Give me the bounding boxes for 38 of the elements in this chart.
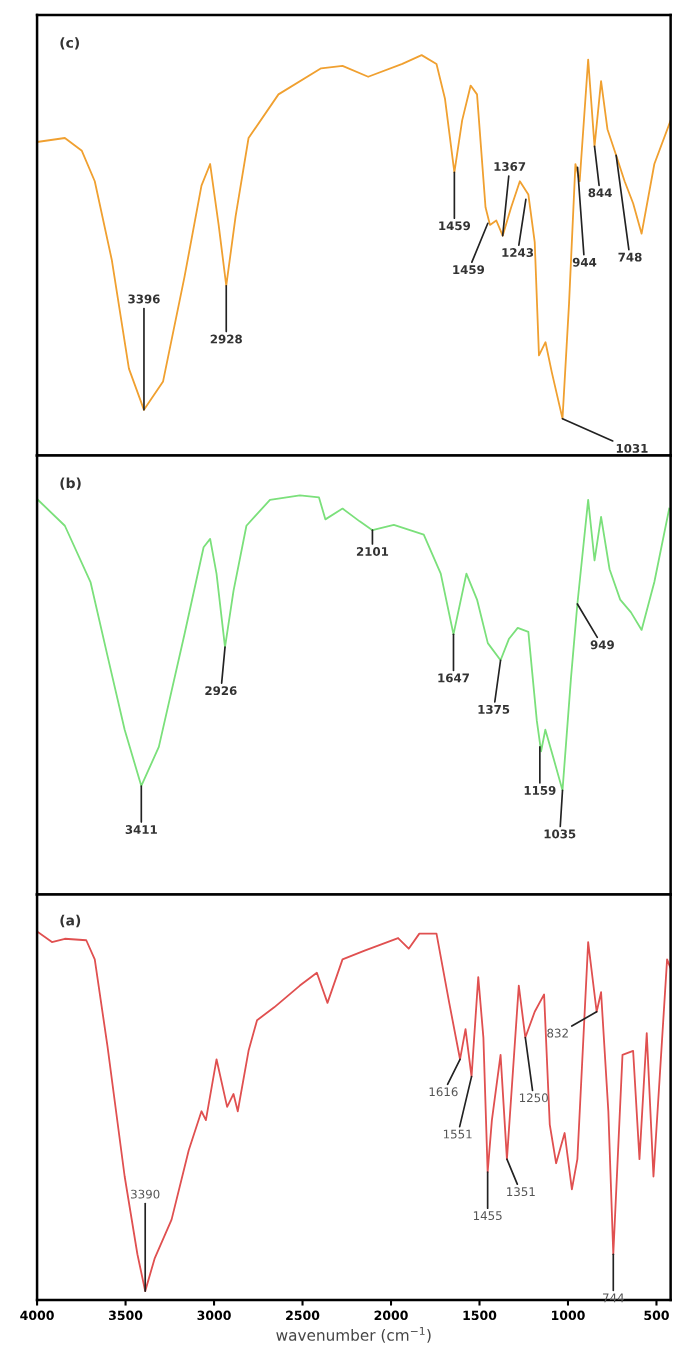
annotation: 1351 (507, 1187, 535, 1197)
x-tick-label: 2000 (374, 1310, 408, 1321)
annotation: 3396 (128, 294, 160, 304)
annotation: 1647 (438, 673, 469, 683)
annotation: 1159 (524, 785, 556, 795)
annotation: 1250 (519, 1093, 548, 1103)
annotation: 1459 (439, 221, 471, 231)
annotation: 844 (588, 188, 612, 198)
chart-title: (c) (60, 37, 79, 50)
x-tick-label: 500 (644, 1310, 669, 1321)
annotation: 3411 (125, 825, 157, 835)
annotation: 2928 (210, 334, 242, 344)
annotation: 949 (590, 640, 614, 650)
x-tick-label: 2500 (286, 1310, 320, 1321)
annotation: 3390 (131, 1189, 160, 1199)
chart-title: (b) (60, 477, 81, 490)
x-tick-label: 1000 (552, 1310, 585, 1321)
annotation: 1243 (502, 248, 534, 258)
x-axis-title: wavenumber (cm$^{−1}$) (276, 1327, 431, 1343)
annotation: 744 (602, 1293, 624, 1303)
annotation: 1551 (443, 1129, 472, 1139)
annotation: 1459 (453, 265, 485, 275)
annotation: 1616 (429, 1087, 458, 1097)
annotation: 1035 (544, 829, 576, 839)
annotation: 2101 (356, 547, 389, 556)
annotation: 2926 (205, 686, 237, 696)
annotation: 748 (618, 252, 642, 262)
annotation: 944 (572, 257, 597, 267)
x-tick-label: 3500 (109, 1310, 143, 1321)
x-tick-label: 4000 (20, 1310, 54, 1321)
annotation: 1367 (494, 161, 526, 171)
x-tick-label: 1500 (463, 1310, 497, 1321)
annotation: 1455 (473, 1211, 502, 1221)
chart-title: (a) (60, 914, 81, 928)
annotation: 1375 (478, 704, 510, 714)
annotation: 832 (547, 1028, 568, 1038)
annotation: 1031 (616, 443, 648, 453)
x-tick-label: 3000 (197, 1310, 231, 1321)
